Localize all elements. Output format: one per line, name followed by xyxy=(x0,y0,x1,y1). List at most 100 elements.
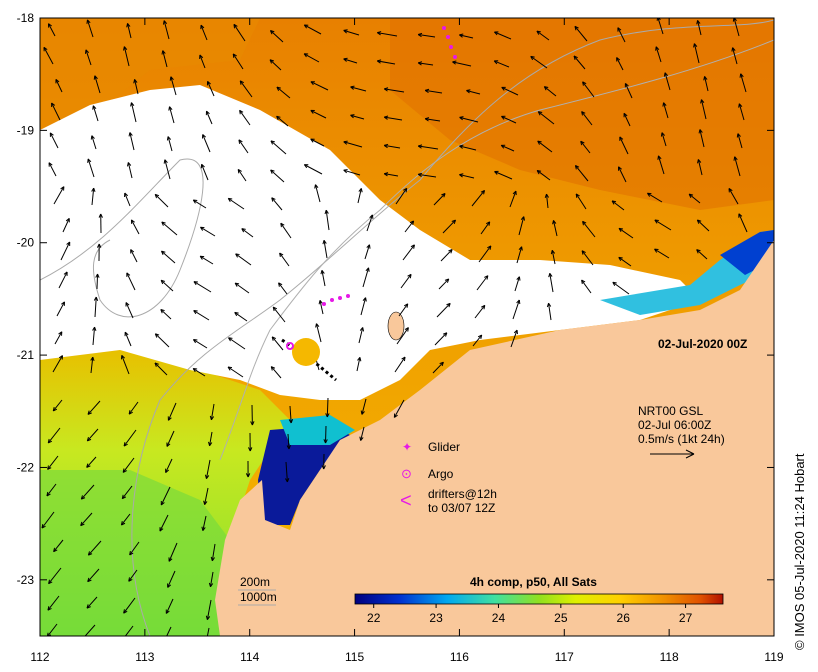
current-legend-scale: 0.5m/s (1kt 24h) xyxy=(638,432,725,446)
current-arrow xyxy=(518,216,526,236)
current-arrow xyxy=(434,332,448,346)
current-arrow xyxy=(459,116,479,123)
current-arrow xyxy=(285,461,290,483)
current-arrow xyxy=(166,136,173,152)
current-arrow xyxy=(383,172,399,177)
current-arrow xyxy=(501,115,517,124)
current-arrow xyxy=(343,57,358,64)
current-arrow xyxy=(697,159,703,176)
current-arrow xyxy=(62,217,70,233)
current-arrow xyxy=(227,197,245,210)
colorbar-tick-label: 24 xyxy=(492,611,506,625)
current-arrow xyxy=(199,54,206,69)
current-arrow xyxy=(693,43,700,64)
current-arrow xyxy=(235,253,252,266)
colorbar-tick-label: 22 xyxy=(367,611,381,625)
current-arrow xyxy=(582,81,595,98)
current-arrow xyxy=(417,172,437,178)
current-arrow xyxy=(60,241,71,261)
cool-coastal xyxy=(600,230,774,315)
colorbar-ticks: 22 23 24 25 26 27 xyxy=(367,604,693,625)
current-arrow xyxy=(442,219,457,234)
current-arrow xyxy=(696,219,710,232)
current-arrow xyxy=(738,213,748,233)
current-arrow xyxy=(417,61,434,66)
lon-tick-label: 116 xyxy=(450,650,469,664)
current-arrow xyxy=(120,354,130,375)
current-arrow xyxy=(159,514,169,532)
current-arrow xyxy=(323,425,328,444)
current-arrow xyxy=(343,140,363,148)
current-arrow xyxy=(55,78,63,93)
current-arrow xyxy=(120,513,131,526)
current-arrow xyxy=(86,19,94,38)
current-arrow xyxy=(193,310,210,321)
current-arrow xyxy=(536,169,551,181)
current-arrow xyxy=(624,83,633,99)
current-arrow xyxy=(647,192,663,203)
current-arrow xyxy=(510,329,518,348)
current-arrow xyxy=(322,239,328,259)
current-arrow xyxy=(95,273,100,290)
current-arrow xyxy=(616,57,624,71)
current-arrow xyxy=(438,278,450,290)
current-arrow xyxy=(123,46,130,67)
lat-tick-label: -23 xyxy=(17,573,35,587)
colorbar-tick-label: 25 xyxy=(554,611,568,625)
current-arrow xyxy=(160,308,172,320)
current-arrow xyxy=(278,282,288,295)
current-arrow xyxy=(192,199,207,209)
current-scale-arrowhead xyxy=(685,449,695,459)
current-arrow xyxy=(201,134,211,153)
current-arrow xyxy=(288,405,294,424)
bathymetry-legend: 200m 1000m xyxy=(238,575,277,606)
current-arrow xyxy=(581,250,594,266)
current-arrow xyxy=(239,109,251,126)
current-arrow xyxy=(358,327,365,344)
current-arrow xyxy=(376,59,396,65)
current-arrow xyxy=(51,102,61,121)
current-arrow xyxy=(279,252,290,267)
current-arrow xyxy=(93,296,99,318)
current-arrow xyxy=(303,53,320,63)
current-arrow xyxy=(52,399,63,412)
current-arrow xyxy=(47,455,59,470)
current-arrow xyxy=(343,169,361,176)
current-arrow xyxy=(509,190,517,208)
current-arrow xyxy=(86,428,99,442)
lon-tick-label: 117 xyxy=(555,650,574,664)
current-arrow xyxy=(96,243,102,262)
current-arrow xyxy=(272,306,286,323)
lon-tick-label: 113 xyxy=(135,650,154,664)
current-legend-time: 02-Jul 06:00Z xyxy=(638,418,711,432)
current-arrow xyxy=(366,214,374,232)
current-arrow xyxy=(402,244,415,261)
drifter-symbol: < xyxy=(400,490,412,512)
current-arrow xyxy=(550,249,556,265)
current-arrow xyxy=(238,139,249,154)
current-arrow xyxy=(276,86,291,99)
current-arrow xyxy=(436,302,451,318)
current-arrow xyxy=(86,596,98,609)
current-arrow xyxy=(192,368,206,377)
lon-tick-label: 115 xyxy=(345,650,364,664)
barrow-island xyxy=(387,311,405,341)
current-arrow xyxy=(310,138,325,147)
current-arrow xyxy=(154,193,169,208)
current-arrow xyxy=(362,267,370,288)
current-arrow xyxy=(364,244,371,260)
current-arrow xyxy=(122,457,135,473)
current-arrow xyxy=(618,227,634,239)
current-arrow xyxy=(87,540,102,556)
lat-tick-label: -20 xyxy=(17,236,35,250)
current-arrow xyxy=(433,193,446,206)
current-arrow xyxy=(165,598,174,614)
current-arrow xyxy=(424,117,441,122)
current-arrow xyxy=(92,326,97,346)
current-arrow xyxy=(167,402,177,421)
current-arrow xyxy=(53,539,64,553)
lat-tick-label: -19 xyxy=(17,123,35,137)
current-arrow xyxy=(93,75,101,94)
current-arrow xyxy=(432,361,444,374)
